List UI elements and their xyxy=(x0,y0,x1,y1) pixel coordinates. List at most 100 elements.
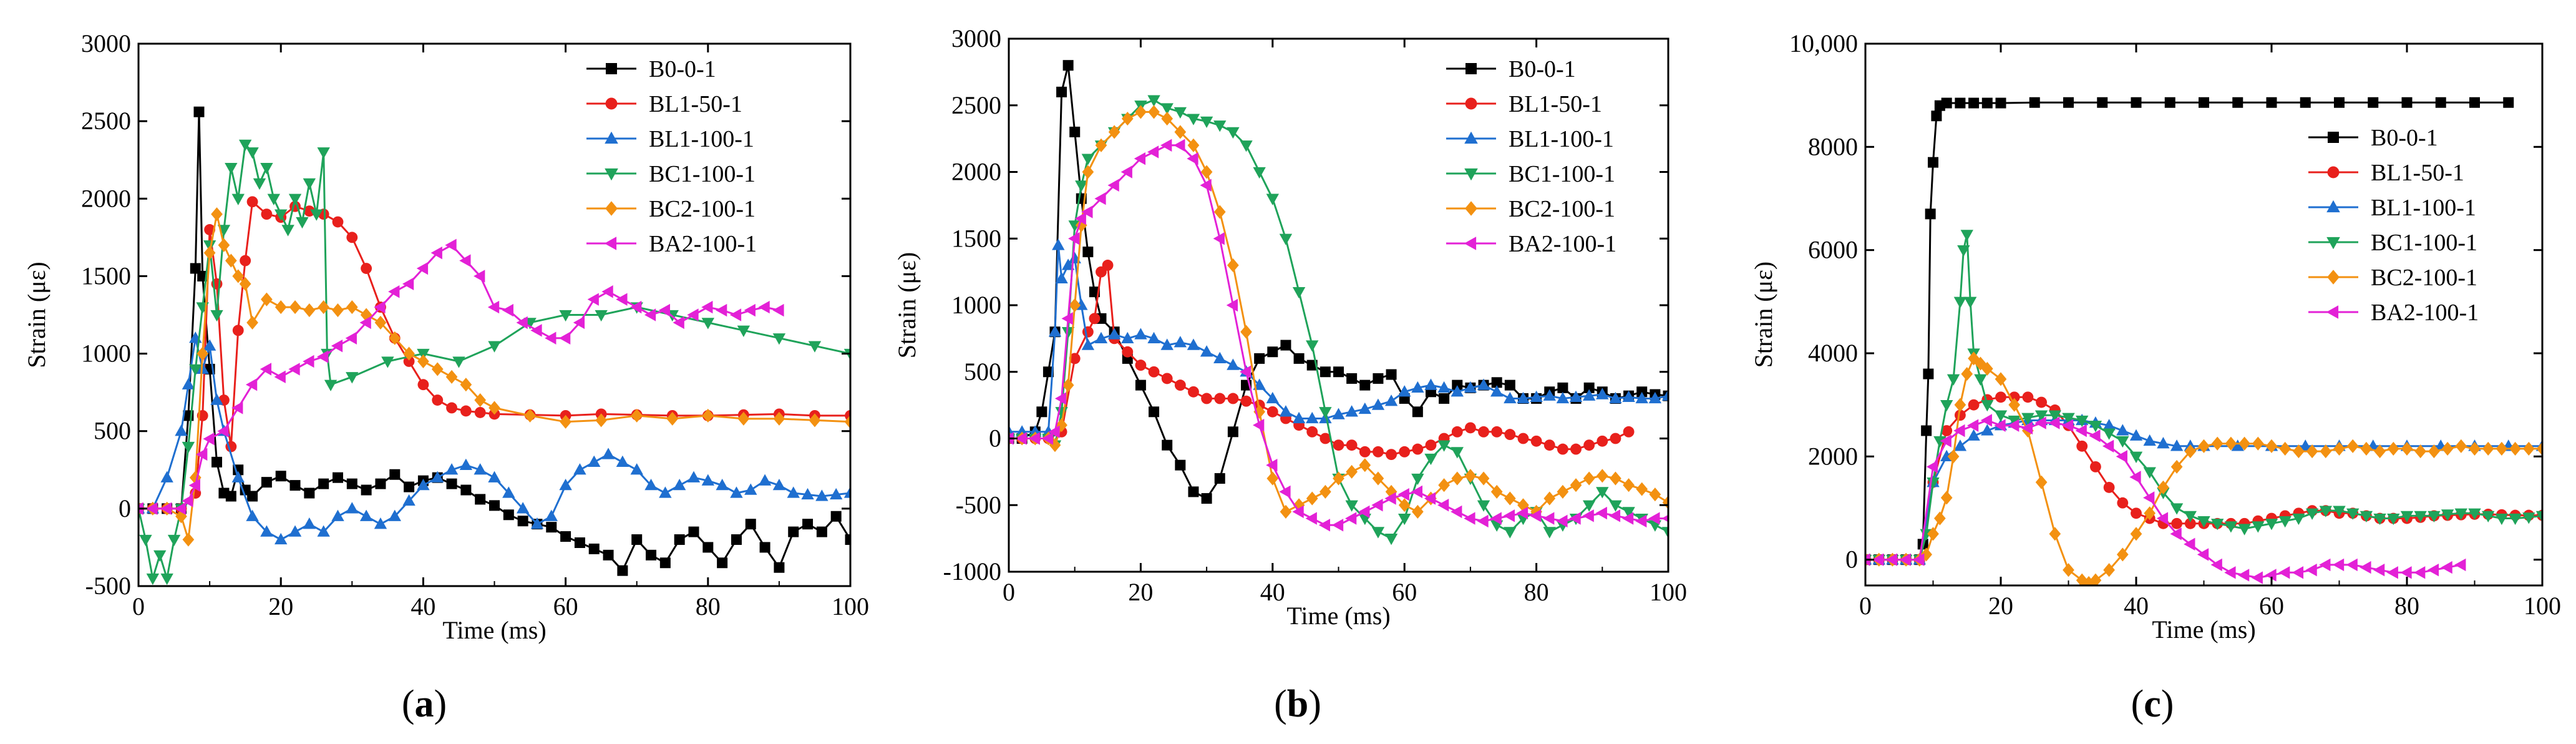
chart-b-data-point-BA2-100-1 xyxy=(1529,509,1542,522)
chart-a-data-point-B0-0-1 xyxy=(193,106,205,117)
chart-b-x-tick-label: 20 xyxy=(1128,578,1153,606)
chart-a-data-point-BC1-100-1 xyxy=(238,139,252,152)
chart-b-data-point-BC2-100-1 xyxy=(1333,471,1344,486)
chart-b-data-point-BA2-100-1 xyxy=(1041,432,1054,445)
chart-a-data-point-BC2-100-1 xyxy=(389,331,401,345)
chart-a-legend-label-BA2-100-1: BA2-100-1 xyxy=(649,231,757,257)
chart-c-data-point-BL1-50-1 xyxy=(1954,409,1966,421)
chart-b-legend-entry-B0-0-1: B0-0-1 xyxy=(1446,56,1576,82)
chart-a-data-point-BL1-50-1 xyxy=(240,255,251,267)
chart-a-data-point-BL1-100-1 xyxy=(687,471,701,482)
chart-a-data-point-BL1-50-1 xyxy=(346,232,358,243)
chart-b-data-point-BL1-100-1 xyxy=(1213,351,1227,364)
chart-c-data-point-BC2-100-1 xyxy=(2441,441,2454,456)
chart-b-legend-marker-BL1-50-1 xyxy=(1465,97,1477,110)
chart-a-data-point-BA2-100-1 xyxy=(772,303,784,317)
chart-b-data-point-BL1-50-1 xyxy=(1623,426,1635,438)
chart-c-data-point-BA2-100-1 xyxy=(2156,512,2169,525)
chart-a-legend-entry-BC1-100-1: BC1-100-1 xyxy=(586,161,756,187)
chart-b-legend-entry-BC1-100-1: BC1-100-1 xyxy=(1446,161,1615,187)
chart-b-data-point-BL1-100-1 xyxy=(1384,394,1398,406)
chart-a-data-point-BC2-100-1 xyxy=(239,277,251,291)
chart-c-data-point-BC1-100-1 xyxy=(2076,415,2089,428)
chart-b-data-point-BC2-100-1 xyxy=(1490,484,1503,499)
chart-a-data-point-BC1-100-1 xyxy=(182,441,195,454)
chart-a-legend-marker-BL1-100-1 xyxy=(605,131,618,144)
chart-c-data-point-BC2-100-1 xyxy=(2509,441,2521,456)
chart-a-data-point-BA2-100-1 xyxy=(530,324,542,337)
chart-c-y-tick-label: 4000 xyxy=(1808,339,1858,367)
chart-c-data-point-BA2-100-1 xyxy=(1953,424,1965,438)
chart-c-data-point-BL1-50-1 xyxy=(2022,391,2034,403)
chart-b-data-point-BA2-100-1 xyxy=(1187,152,1198,165)
chart-b-data-point-B0-0-1 xyxy=(1267,346,1278,358)
chart-a-data-point-BC2-100-1 xyxy=(225,253,237,268)
chart-b-data-point-BC2-100-1 xyxy=(1438,478,1450,492)
chart-a-data-point-B0-0-1 xyxy=(845,534,850,546)
chart-a-y-tick-label: -500 xyxy=(85,572,131,600)
chart-c-data-point-BC2-100-1 xyxy=(2293,444,2305,459)
chart-c-data-point-B0-0-1 xyxy=(2503,97,2514,108)
chart-b-data-point-BL1-100-1 xyxy=(1543,389,1556,401)
chart-b-legend-label-BL1-100-1: BL1-100-1 xyxy=(1509,126,1614,152)
chart-c-x-tick-label: 40 xyxy=(2124,592,2149,620)
chart-c-data-point-BA2-100-1 xyxy=(2441,560,2452,574)
chart-c-data-point-B0-0-1 xyxy=(1968,97,1980,109)
chart-a-legend-marker-BL1-50-1 xyxy=(605,97,618,110)
chart-b-legend-marker-BL1-100-1 xyxy=(1464,131,1478,144)
chart-b-data-point-BC1-100-1 xyxy=(1292,287,1306,299)
chart-b-data-point-BL1-50-1 xyxy=(1069,353,1081,365)
chart-b-data-point-BA2-100-1 xyxy=(1543,512,1555,525)
chart-b-data-point-BA2-100-1 xyxy=(1490,512,1502,525)
chart-c-data-point-BA2-100-1 xyxy=(1966,419,1979,432)
chart-c-data-point-BA2-100-1 xyxy=(2278,566,2290,579)
chart-b-data-point-BA2-100-1 xyxy=(1120,165,1132,179)
chart-a-data-point-B0-0-1 xyxy=(332,472,343,483)
chart-c-data-point-BA2-100-1 xyxy=(1899,553,1911,566)
chart-b-data-point-B0-0-1 xyxy=(1149,406,1160,418)
chart-b-data-point-BC1-100-1 xyxy=(1075,180,1088,192)
chart-b-data-point-BC2-100-1 xyxy=(1464,469,1477,483)
chart-c-series-line-B0-0-1 xyxy=(1865,101,2509,561)
chart-b-legend-entry-BL1-100-1: BL1-100-1 xyxy=(1446,126,1614,152)
chart-c-data-point-B0-0-1 xyxy=(1981,97,1993,109)
chart-a-data-point-BL1-50-1 xyxy=(403,356,415,367)
chart-a-data-point-B0-0-1 xyxy=(617,565,628,576)
chart-c-data-point-BA2-100-1 xyxy=(2292,566,2304,579)
chart-c-data-point-BC2-100-1 xyxy=(2211,436,2224,451)
chart-b-data-point-BA2-100-1 xyxy=(1081,205,1093,218)
chart-c-legend-entry-BL1-50-1: BL1-50-1 xyxy=(2308,160,2464,186)
chart-a-data-point-BL1-100-1 xyxy=(402,494,416,506)
chart-b-data-point-BA2-100-1 xyxy=(1648,512,1660,525)
chart-a-data-point-BC1-100-1 xyxy=(310,209,323,221)
chart-b-data-point-BA2-100-1 xyxy=(1094,192,1106,205)
chart-c-data-point-BL1-50-1 xyxy=(2089,461,2101,472)
chart-c-data-point-BA2-100-1 xyxy=(1940,434,1951,448)
chart-c-data-point-B0-0-1 xyxy=(2131,97,2142,108)
chart-a-data-point-BL1-100-1 xyxy=(459,458,473,470)
chart-b-data-point-BA2-100-1 xyxy=(1569,512,1581,525)
chart-c-plot-area xyxy=(1865,97,2542,585)
chart-b-data-point-BL1-50-1 xyxy=(1372,446,1384,458)
chart-b-data-point-BC1-100-1 xyxy=(1411,473,1424,486)
chart-a-data-point-BA2-100-1 xyxy=(474,270,485,283)
chart-a-data-point-BC2-100-1 xyxy=(218,238,230,252)
chart-b-data-point-BC2-100-1 xyxy=(1095,138,1107,152)
chart-b-data-point-B0-0-1 xyxy=(1175,459,1186,471)
chart-b-data-point-BL1-50-1 xyxy=(1610,433,1621,444)
chart-a-data-point-BC2-100-1 xyxy=(289,300,301,315)
chart-a-panel-label-part: ) xyxy=(434,683,447,725)
chart-a-series-line-BL1-50-1 xyxy=(139,200,850,510)
chart-b-data-point-BC1-100-1 xyxy=(1227,127,1240,139)
chart-c-data-point-B0-0-1 xyxy=(2199,97,2209,108)
chart-c-legend-label-BC2-100-1: BC2-100-1 xyxy=(2371,265,2477,291)
chart-b-data-point-BA2-100-1 xyxy=(1371,499,1383,512)
chart-c-y-tick-label: 0 xyxy=(1845,546,1858,574)
chart-c-data-point-BC2-100-1 xyxy=(2170,459,2183,474)
chart-c-data-point-BC1-100-1 xyxy=(1957,245,1970,257)
chart-c-series-BA2-100-1 xyxy=(1865,414,2466,584)
chart-a-data-point-BA2-100-1 xyxy=(715,303,727,317)
chart-c-data-point-BC1-100-1 xyxy=(2509,513,2522,526)
chart-panel-a: 0 20 40 60 80 100-500050010001500200025003000… xyxy=(22,29,869,725)
chart-c-legend-entry-B0-0-1: B0-0-1 xyxy=(2308,125,2438,151)
